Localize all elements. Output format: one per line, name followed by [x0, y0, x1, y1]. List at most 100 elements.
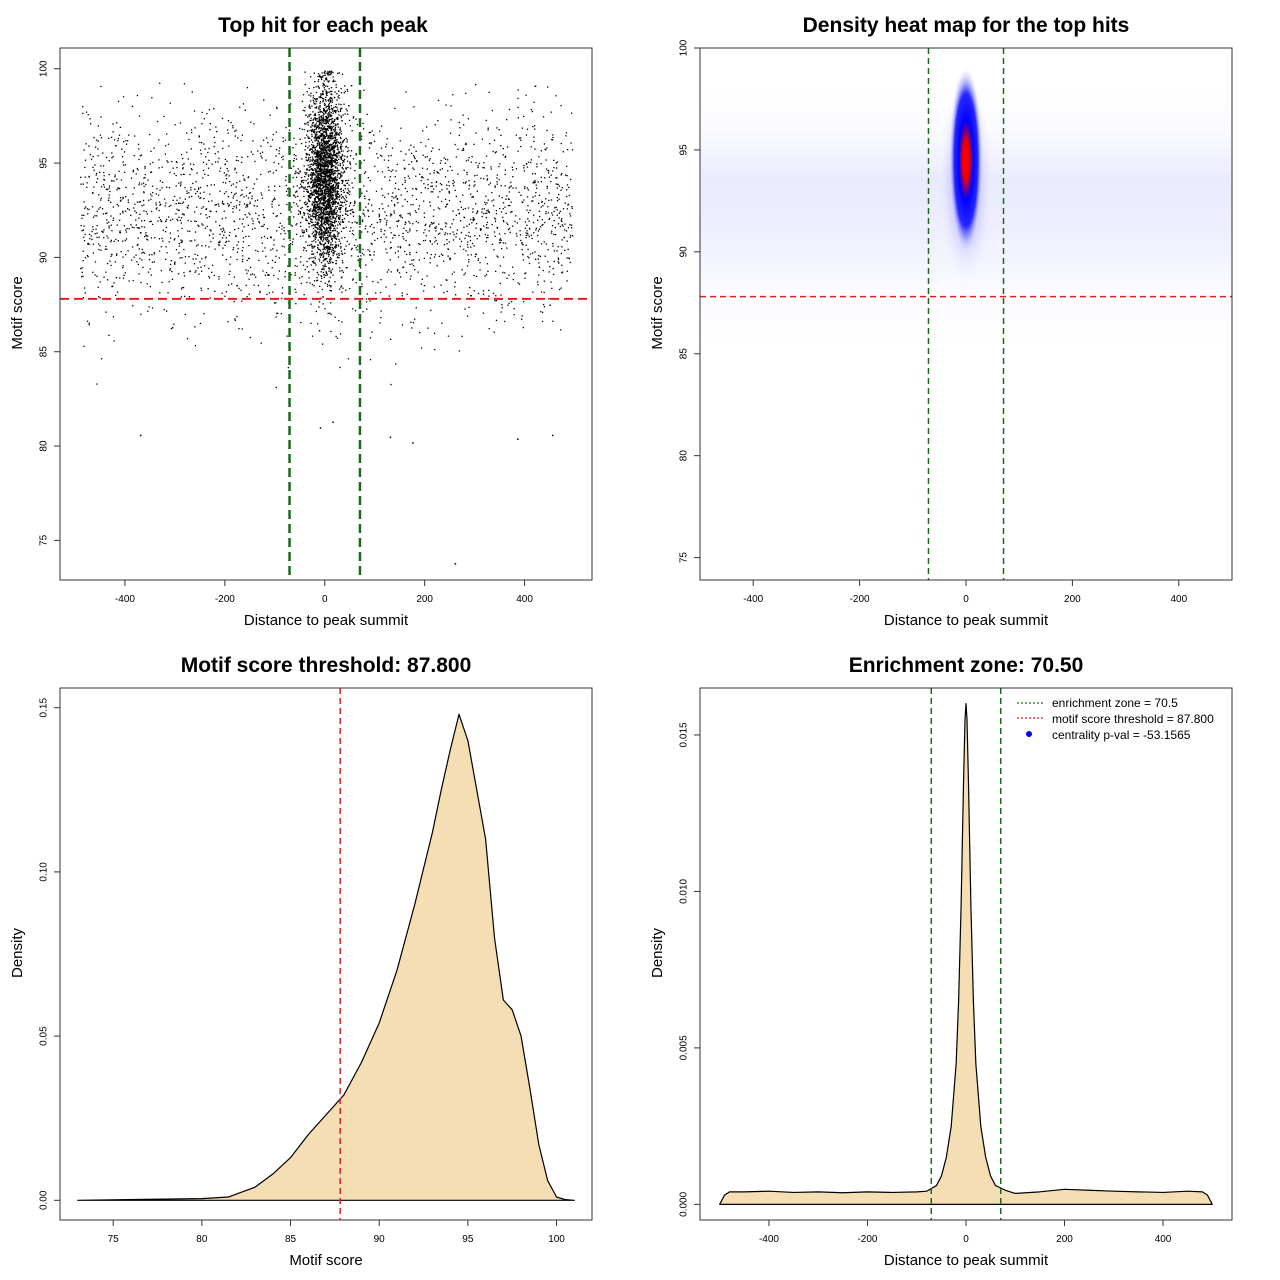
data-point — [339, 211, 341, 213]
data-point — [549, 217, 551, 219]
data-point — [335, 183, 338, 186]
data-point — [317, 120, 319, 123]
data-point — [112, 156, 114, 158]
data-point — [294, 265, 296, 267]
data-point — [566, 257, 568, 259]
data-point — [184, 256, 187, 258]
data-point — [236, 315, 238, 318]
data-point — [344, 208, 347, 211]
data-point — [323, 135, 325, 138]
data-point — [428, 159, 430, 161]
data-point — [226, 129, 229, 131]
data-point — [364, 215, 366, 217]
data-point — [314, 226, 316, 228]
data-point — [236, 156, 238, 158]
data-point — [396, 225, 398, 227]
data-point — [128, 209, 130, 211]
data-point — [263, 99, 265, 101]
data-point — [168, 216, 170, 218]
data-point — [132, 169, 134, 171]
data-point — [189, 270, 191, 273]
data-point — [236, 285, 238, 287]
data-point — [324, 180, 327, 182]
data-point — [309, 181, 312, 183]
data-point — [312, 164, 314, 166]
data-point — [293, 154, 295, 156]
data-point — [189, 230, 191, 233]
data-point — [467, 118, 469, 120]
data-point — [277, 312, 279, 315]
data-point — [322, 196, 324, 198]
data-point — [446, 243, 448, 245]
data-point — [271, 259, 274, 262]
data-point — [230, 201, 232, 204]
data-point — [117, 187, 119, 189]
data-point — [380, 228, 382, 230]
data-point — [327, 176, 329, 179]
data-point — [369, 250, 371, 252]
data-point — [300, 186, 302, 188]
data-point — [347, 147, 349, 149]
data-point — [468, 306, 470, 309]
data-point — [208, 234, 211, 236]
data-point — [295, 170, 297, 172]
data-point — [147, 179, 149, 181]
data-point — [561, 239, 563, 241]
data-point — [316, 232, 318, 234]
data-point — [317, 177, 319, 180]
data-point — [475, 275, 478, 277]
data-point — [333, 252, 335, 254]
data-point — [437, 120, 439, 122]
data-point — [246, 87, 249, 89]
data-point — [302, 264, 305, 266]
data-point — [368, 147, 371, 149]
data-point — [345, 197, 348, 199]
data-point — [319, 254, 321, 256]
data-point — [113, 139, 116, 141]
data-point — [191, 91, 193, 93]
data-point — [218, 244, 220, 247]
data-point — [344, 123, 347, 125]
data-point — [475, 84, 477, 86]
data-point — [326, 240, 328, 242]
data-point — [473, 290, 475, 292]
data-point — [332, 262, 334, 264]
data-point — [222, 247, 224, 249]
data-point — [326, 129, 328, 131]
data-point — [210, 184, 212, 186]
data-point — [343, 184, 345, 186]
data-point — [301, 276, 303, 278]
data-point — [326, 226, 328, 229]
data-point — [287, 188, 289, 190]
data-point — [548, 176, 551, 178]
data-point — [525, 237, 527, 239]
data-point — [225, 237, 227, 239]
data-point — [331, 240, 334, 242]
data-point — [411, 263, 413, 265]
data-point — [190, 220, 192, 222]
data-point — [217, 161, 219, 163]
data-point — [449, 257, 451, 259]
data-point — [237, 247, 239, 250]
data-point — [92, 156, 94, 158]
data-point — [324, 193, 326, 195]
data-point — [379, 219, 381, 221]
data-point — [272, 248, 274, 250]
data-point — [400, 247, 402, 249]
data-point — [276, 312, 278, 314]
data-point — [328, 71, 331, 73]
data-point — [316, 280, 318, 282]
data-point — [199, 186, 202, 189]
data-point — [339, 128, 341, 131]
data-point — [325, 265, 327, 267]
data-point — [319, 186, 322, 188]
data-point — [346, 150, 349, 153]
data-point — [319, 135, 322, 137]
data-point — [340, 143, 342, 145]
data-point — [544, 221, 546, 224]
data-point — [386, 215, 388, 217]
data-point — [432, 162, 434, 164]
data-point — [158, 167, 160, 169]
data-point — [298, 187, 301, 189]
data-point — [321, 156, 323, 159]
